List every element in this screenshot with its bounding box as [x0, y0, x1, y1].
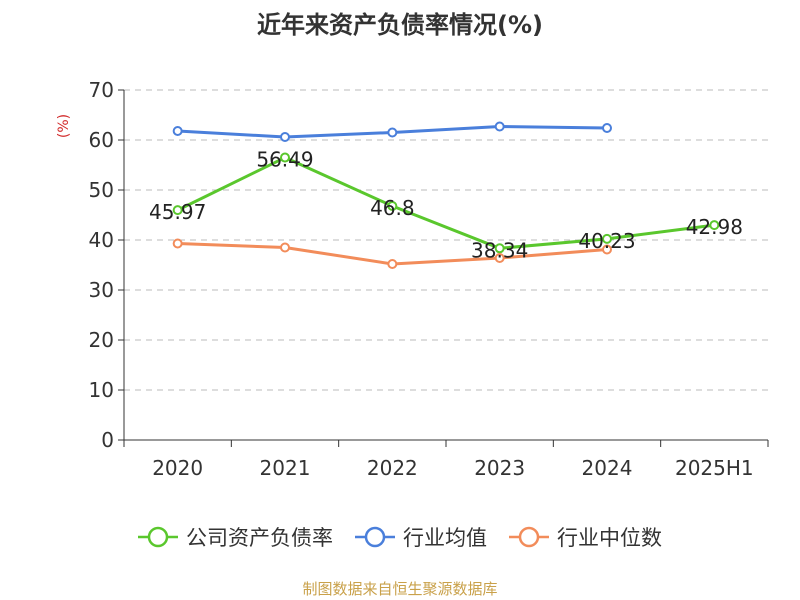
data-point: [387, 201, 398, 211]
data-point: [172, 126, 183, 136]
y-tick-label: 30: [89, 278, 114, 302]
data-point: [280, 242, 290, 253]
data-point: [172, 205, 183, 216]
data-point: [494, 253, 505, 263]
legend-marker: [147, 526, 169, 548]
data-label: 45.97: [149, 200, 206, 224]
y-tick-label: 60: [89, 128, 114, 152]
data-label: 40.23: [578, 229, 635, 253]
data-point: [494, 121, 505, 132]
data-point: [602, 233, 612, 244]
y-tick-label: 20: [89, 328, 114, 352]
legend-label: 行业均值: [403, 526, 487, 550]
data-label: 56.49: [256, 148, 313, 172]
y-tick-label: 0: [101, 428, 114, 452]
series-line: [177, 156, 715, 250]
x-tick-label: 2022: [367, 456, 418, 480]
series-lines: [172, 121, 720, 269]
data-label: 38.34: [471, 238, 528, 262]
y-tick-label: 10: [89, 378, 114, 402]
y-tick-label: 50: [89, 178, 114, 202]
x-tick-label: 2024: [582, 456, 633, 480]
data-point: [602, 123, 612, 133]
legend-label: 公司资产负债率: [186, 526, 333, 550]
data-point: [602, 244, 612, 255]
source-footer: 制图数据来自恒生聚源数据库: [302, 580, 498, 598]
legend-marker: [364, 526, 386, 548]
x-tick-label: 2021: [260, 456, 311, 480]
gridlines: [124, 89, 768, 391]
axes: 0 10 20 30 40 50 60 70 2020 2021 2022 2023 2024 2025H…: [56, 78, 769, 480]
data-label: 42.98: [686, 215, 743, 239]
data-point: [709, 220, 720, 231]
x-tick-label: 2023: [474, 456, 525, 480]
data-point: [387, 259, 398, 269]
y-axis-label: (%): [56, 114, 72, 138]
data-point: [387, 127, 398, 138]
data-point: [280, 132, 290, 142]
legend-label: 行业中位数: [557, 526, 662, 550]
data-point: [172, 238, 183, 249]
x-tick-label: 2020: [152, 456, 203, 480]
y-tick-label: 40: [89, 228, 114, 252]
legend: 公司资产负债率 行业均值 行业中位数: [138, 526, 662, 550]
y-tick-label: 70: [89, 78, 114, 102]
data-label: 46.8: [370, 196, 415, 220]
x-tick-label: 2025H1: [675, 456, 754, 480]
data-labels: 45.97 56.49 46.8 38.34 40.23 42.98: [149, 148, 743, 263]
legend-marker: [518, 526, 540, 548]
data-point: [494, 243, 505, 254]
chart-title: 近年来资产负债率情况(%): [257, 11, 543, 39]
data-point: [280, 152, 290, 163]
